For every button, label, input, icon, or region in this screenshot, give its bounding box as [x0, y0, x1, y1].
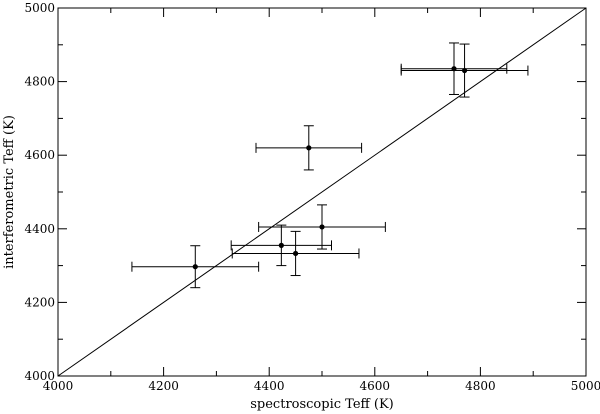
- x-axis-title: spectroscopic Teff (K): [250, 397, 393, 412]
- point-marker: [306, 145, 312, 151]
- y-axis-title: interferometric Teff (K): [2, 115, 17, 269]
- x-tick-label: 4400: [254, 379, 285, 393]
- x-tick-labels: 4000 4200 4400 4600 4800 5000: [43, 379, 600, 393]
- point-marker: [293, 250, 299, 257]
- y-tick-label: 4400: [24, 222, 55, 236]
- x-tick-label: 5000: [571, 379, 600, 393]
- x-tick-label: 4600: [360, 379, 391, 393]
- data-point: [255, 125, 363, 171]
- data-point: [258, 204, 386, 250]
- y-tick-label: 4600: [24, 148, 55, 162]
- minor-ticks: [58, 8, 586, 376]
- data-point: [230, 224, 333, 267]
- data-point: [231, 230, 360, 277]
- point-marker: [319, 224, 325, 230]
- y-tick-labels: 4000 4200 4400 4600 4800 5000: [24, 1, 55, 383]
- y-tick-label: 4000: [24, 369, 55, 383]
- x-tick-label: 4200: [148, 379, 179, 393]
- x-tick-label: 4000: [43, 379, 74, 393]
- point-marker: [461, 67, 468, 74]
- y-tick-label: 5000: [24, 1, 55, 15]
- data-point: [400, 43, 529, 98]
- data-points: [131, 42, 529, 289]
- data-point: [400, 42, 508, 95]
- x-tick-label: 4800: [465, 379, 496, 393]
- reference-line: [57, 7, 587, 377]
- y-tick-label: 4200: [24, 295, 55, 309]
- y-tick-label: 4800: [24, 75, 55, 89]
- data-point: [131, 245, 260, 289]
- point-marker: [192, 264, 198, 270]
- major-ticks: [57, 7, 587, 377]
- point-marker: [451, 66, 457, 72]
- point-marker: [278, 242, 284, 248]
